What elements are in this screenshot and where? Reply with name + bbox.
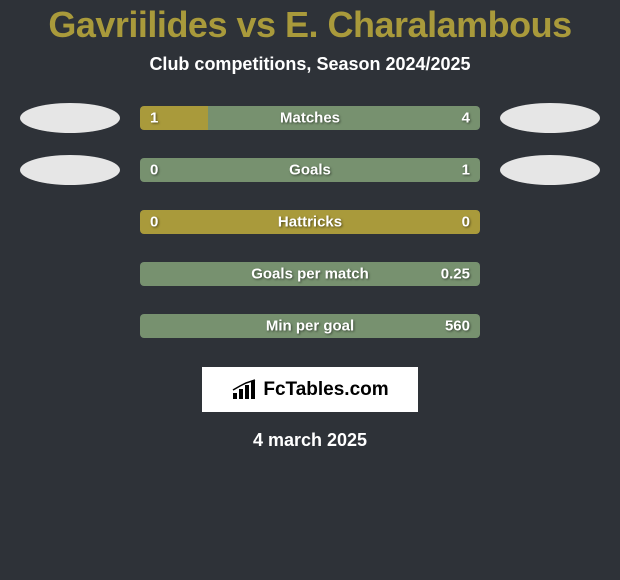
right-value: 0	[462, 214, 470, 231]
bar-row: 0.25 Goals per match	[20, 259, 600, 289]
stat-bar: 0 1 Goals	[140, 158, 480, 182]
left-value: 1	[150, 110, 158, 127]
right-value: 1	[462, 162, 470, 179]
date-label: 4 march 2025	[253, 430, 367, 451]
left-value: 0	[150, 162, 158, 179]
stat-bar: 0 0 Hattricks	[140, 210, 480, 234]
page-title: Gavriilides vs E. Charalambous	[48, 4, 571, 46]
right-fill	[208, 106, 480, 130]
stat-label: Matches	[280, 110, 340, 127]
stat-bar: 0.25 Goals per match	[140, 262, 480, 286]
right-value: 0.25	[441, 266, 470, 283]
bar-row: 560 Min per goal	[20, 311, 600, 341]
left-value: 0	[150, 214, 158, 231]
bar-row: 0 1 Goals	[20, 155, 600, 185]
stat-label: Goals	[289, 162, 331, 179]
comparison-infographic: Gavriilides vs E. Charalambous Club comp…	[0, 0, 620, 580]
stat-bar: 1 4 Matches	[140, 106, 480, 130]
brand-badge: FcTables.com	[202, 367, 418, 412]
page-subtitle: Club competitions, Season 2024/2025	[149, 54, 470, 75]
stat-label: Min per goal	[266, 318, 354, 335]
stat-label: Hattricks	[278, 214, 342, 231]
bars-container: 1 4 Matches 0 1 Goals 0 0 Hattricks 0.25 Goals per…	[20, 103, 600, 363]
stat-bar: 560 Min per goal	[140, 314, 480, 338]
player-left-marker	[20, 103, 120, 133]
right-value: 560	[445, 318, 470, 335]
brand-text: FcTables.com	[263, 379, 388, 401]
bar-chart-icon	[231, 379, 257, 401]
bar-row: 1 4 Matches	[20, 103, 600, 133]
right-value: 4	[462, 110, 470, 127]
stat-label: Goals per match	[251, 266, 369, 283]
bar-row: 0 0 Hattricks	[20, 207, 600, 237]
player-left-marker	[20, 155, 120, 185]
player-right-marker	[500, 103, 600, 133]
player-right-marker	[500, 155, 600, 185]
